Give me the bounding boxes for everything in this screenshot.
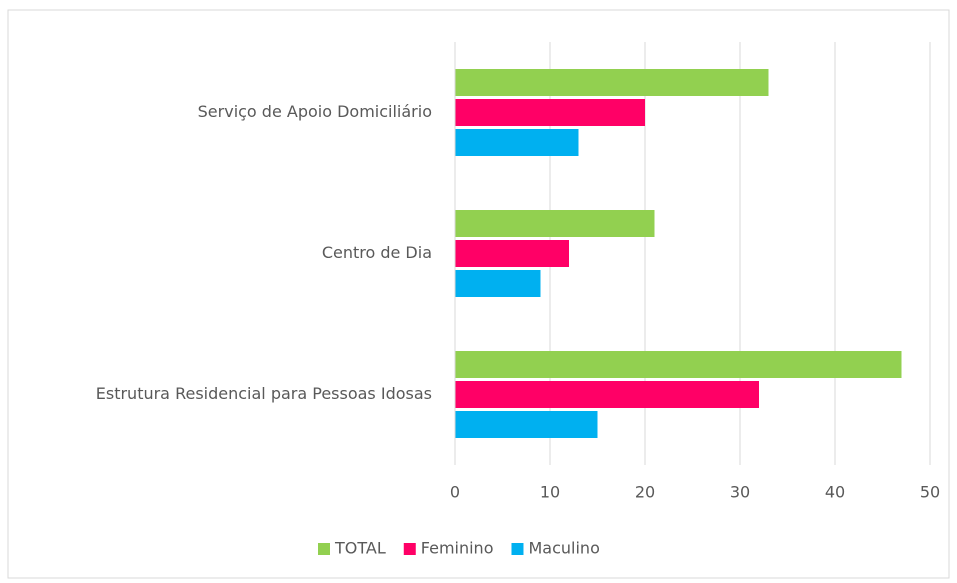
legend-label: Maculino — [528, 539, 599, 558]
legend-swatch — [318, 543, 330, 555]
x-tick-label: 20 — [635, 483, 655, 502]
x-tick-label: 50 — [920, 483, 940, 502]
bar — [455, 270, 541, 297]
bar — [455, 210, 655, 237]
legend-swatch — [511, 543, 524, 555]
x-tick-label: 40 — [825, 483, 845, 502]
y-tick-label: Estrutura Residencial para Pessoas Idosa… — [96, 384, 432, 403]
bar — [455, 69, 769, 96]
bar — [455, 381, 759, 408]
x-tick-label: 0 — [450, 483, 460, 502]
x-tick-label: 10 — [540, 483, 560, 502]
bar — [455, 240, 569, 267]
y-tick-label: Centro de Dia — [322, 243, 432, 262]
bar — [455, 411, 598, 438]
x-tick-label: 30 — [730, 483, 750, 502]
bar — [455, 129, 579, 156]
y-tick-label: Serviço de Apoio Domiciliário — [198, 102, 432, 121]
bar — [455, 351, 902, 378]
bar — [455, 99, 645, 126]
legend-swatch — [403, 543, 416, 555]
legend-label: TOTAL — [334, 539, 386, 558]
legend-label: Feminino — [421, 539, 494, 558]
